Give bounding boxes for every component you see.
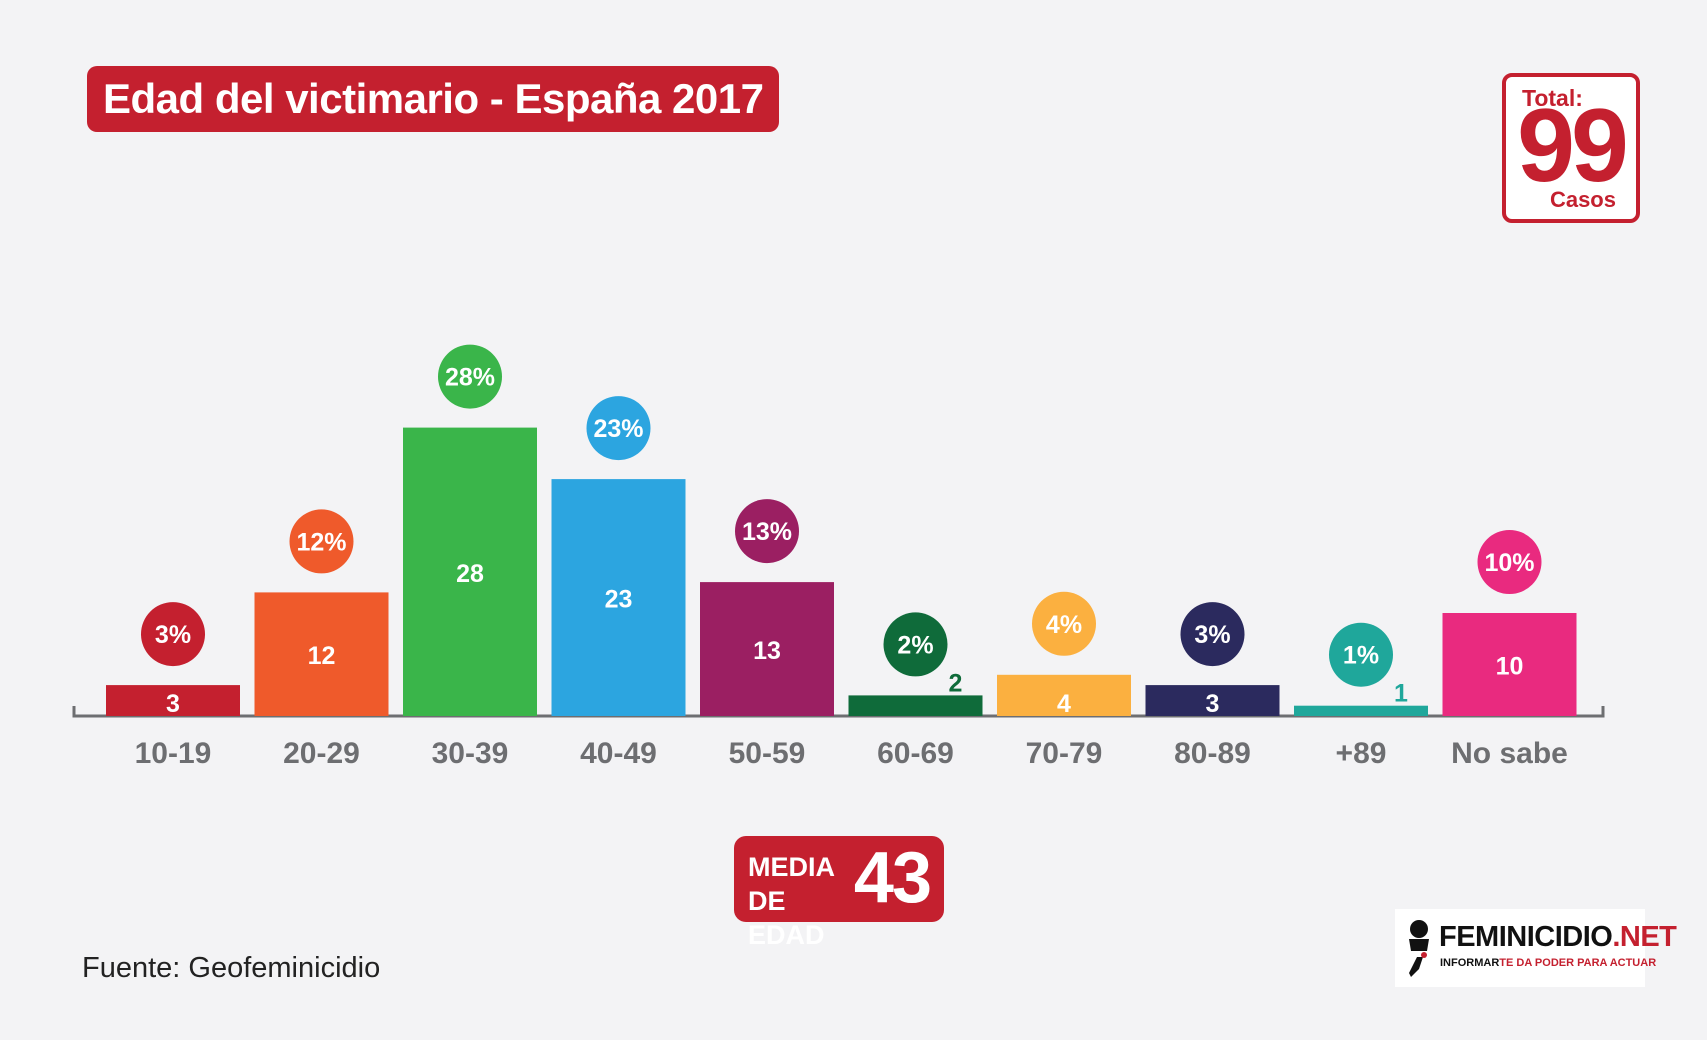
bar-value-label: 2 (949, 669, 963, 697)
percent-bubble (1477, 530, 1542, 594)
percent-bubble (1180, 602, 1245, 667)
bar-70-79 (997, 674, 1131, 716)
percent-bubble (586, 396, 651, 461)
category-label: 20-29 (283, 737, 360, 770)
percent-label: 1% (1343, 642, 1379, 670)
bar-value-label: 23 (605, 586, 633, 614)
percent-label: 23% (593, 415, 643, 443)
silhouette-icon (1409, 920, 1429, 977)
bar-10-19 (106, 685, 240, 716)
category-label: 80-89 (1174, 737, 1251, 770)
chart-title: Edad del victimario - España 2017 (87, 66, 780, 132)
bar-20-29 (254, 592, 389, 716)
source-note: Fuente: Geofeminicidio (82, 952, 381, 984)
percent-bubble (1032, 591, 1096, 656)
bar-value-label: 13 (753, 637, 781, 665)
percent-bubble (735, 499, 799, 564)
feminicidio-logo[interactable]: FEMINICIDIO.NET INFORMARTE DA PODER PARA… (1395, 909, 1677, 987)
percent-label: 3% (1194, 621, 1230, 649)
bar-value-label: 4 (1057, 690, 1071, 718)
category-label: +89 (1336, 737, 1387, 770)
percent-label: 4% (1046, 611, 1082, 639)
bar-30-39 (403, 427, 537, 716)
bar-No sabe (1442, 613, 1577, 716)
percent-label: 13% (742, 518, 792, 546)
total-label: Total: (1522, 85, 1583, 111)
category-label: 30-39 (432, 737, 509, 770)
logo-tagline: INFORMARTE DA PODER PARA ACTUAR (1440, 957, 1656, 969)
total-value: 99 (1517, 88, 1629, 204)
bar-50-59 (700, 582, 834, 716)
total-unit: Casos (1549, 187, 1616, 212)
average-age-value: 43 (853, 838, 932, 918)
logo-name: FEMINICIDIO.NET (1439, 921, 1677, 954)
percent-label: 3% (155, 621, 191, 649)
percent-label: 10% (1484, 549, 1534, 577)
category-label: 40-49 (580, 737, 657, 770)
bar-value-label: 3 (166, 690, 180, 718)
average-age-label: MEDIA DE EDAD (748, 852, 835, 950)
percent-label: 28% (445, 364, 495, 392)
percent-bubble (883, 612, 948, 677)
category-label: No sabe (1451, 737, 1568, 770)
percent-bubble (438, 344, 502, 409)
logo-name-suffix: .NET (1612, 921, 1677, 953)
bar-value-label: 28 (456, 560, 484, 588)
bar-40-49 (551, 479, 686, 716)
percent-label: 12% (296, 528, 346, 556)
bar-+89 (1294, 705, 1428, 716)
logo-tagline-a: INFORMAR (1440, 957, 1500, 969)
percent-label: 2% (897, 631, 933, 659)
category-label: 60-69 (877, 737, 954, 770)
average-age-badge: MEDIA DE EDAD 43 (734, 836, 944, 950)
bar-value-label: 12 (308, 642, 336, 670)
percent-bubble (1329, 622, 1393, 687)
category-label: 10-19 (135, 737, 212, 770)
percent-bubble (289, 509, 354, 574)
bar-value-label: 3 (1206, 690, 1220, 718)
bar-60-69 (848, 695, 983, 716)
bar-value-label: 10 (1496, 653, 1524, 681)
total-cases-badge: Total: 99 Casos (1502, 73, 1640, 223)
category-label: 50-59 (729, 737, 806, 770)
percent-bubble (141, 602, 205, 667)
logo-name-main: FEMINICIDIO (1439, 921, 1613, 953)
logo-tagline-b: TE DA PODER PARA ACTUAR (1499, 957, 1657, 969)
category-label: 70-79 (1026, 737, 1103, 770)
bar-80-89 (1145, 685, 1280, 716)
x-axis-line (72, 706, 1605, 718)
bar-value-label: 1 (1394, 680, 1408, 708)
